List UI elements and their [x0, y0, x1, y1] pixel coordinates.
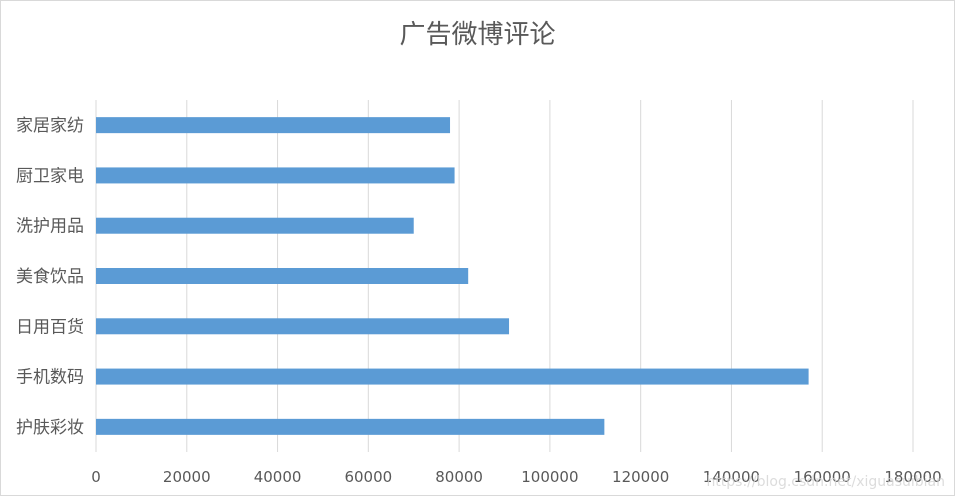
x-tick-label: 80000 [435, 468, 483, 486]
bar [96, 318, 510, 335]
bar [96, 117, 451, 134]
x-tick-label: 160000 [794, 468, 851, 486]
x-tick-label: 180000 [884, 468, 941, 486]
bar [96, 268, 469, 284]
bar [96, 368, 809, 385]
watermark: https://blog.csdn.net/xiguasuibian [706, 474, 945, 490]
x-tick-label: 60000 [344, 468, 392, 486]
y-tick-label: 护肤彩妆 [16, 418, 84, 438]
y-tick-label: 洗护用品 [16, 217, 84, 237]
y-tick-label: 美食饮品 [16, 267, 84, 287]
x-tick-label: 120000 [612, 468, 669, 486]
bar [96, 167, 455, 184]
bar [96, 418, 605, 435]
y-tick-label: 家居家纺 [16, 116, 84, 136]
x-tick-label: 20000 [163, 468, 211, 486]
chart-title: 广告微博评论 [399, 20, 556, 50]
x-tick-label: 40000 [254, 468, 302, 486]
y-tick-label: 日用百货 [16, 317, 84, 337]
y-tick-label: 手机数码 [16, 368, 84, 388]
x-tick-label: 0 [91, 468, 101, 486]
x-tick-label: 140000 [703, 468, 760, 486]
bar [96, 217, 414, 234]
x-tick-label: 100000 [521, 468, 578, 486]
y-tick-label: 厨卫家电 [16, 166, 84, 186]
